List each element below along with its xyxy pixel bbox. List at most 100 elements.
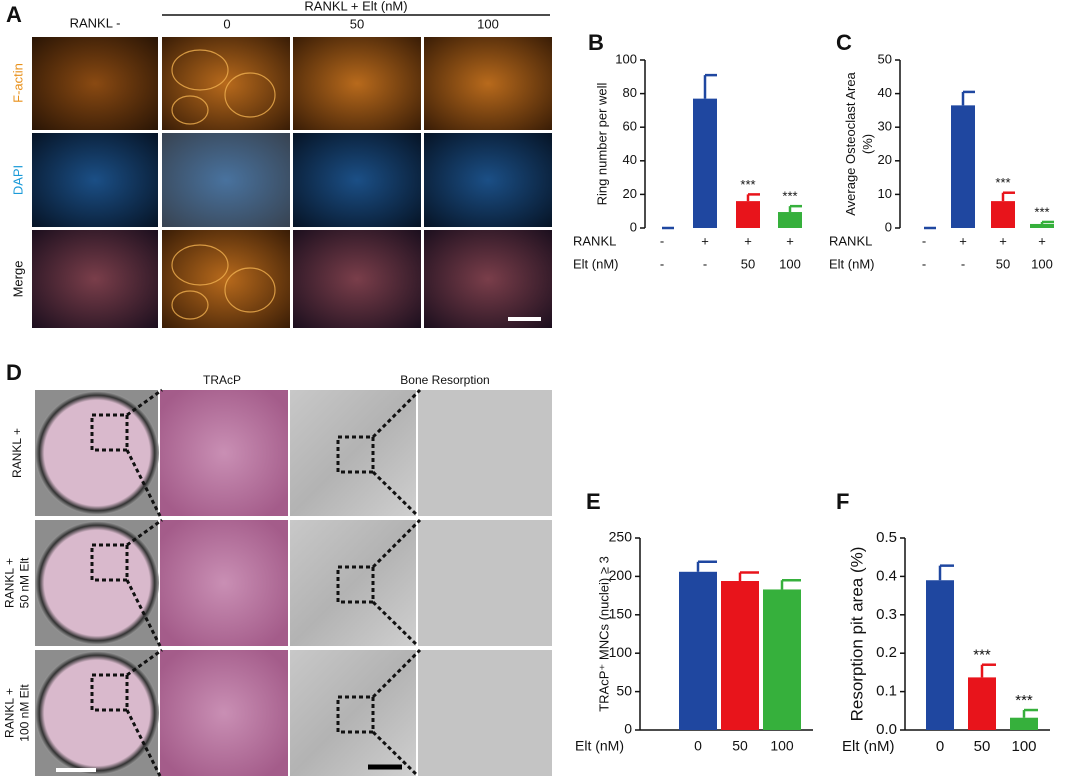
x-row-label: RANKL [573, 233, 616, 248]
y-tick-label: 0.5 [876, 529, 897, 546]
x-axis-label: Elt (nM) [842, 738, 895, 755]
bar [721, 581, 759, 730]
y-tick-label: 40 [878, 85, 892, 100]
micrograph [424, 230, 552, 328]
x-row-label: Elt (nM) [573, 256, 619, 271]
micrograph [293, 230, 421, 328]
y-tick-label: 50 [616, 682, 632, 698]
y-axis-label: Average Osteoclast Area [843, 71, 858, 215]
x-row-cell: + [959, 233, 967, 248]
row-label: DAPI [10, 165, 25, 195]
y-tick-label: 0.1 [876, 683, 897, 700]
y-tick-label: 20 [623, 186, 637, 201]
well-image [35, 391, 159, 515]
panel-label: C [836, 30, 852, 55]
bar [693, 98, 717, 228]
y-tick-label: 0.0 [876, 721, 897, 738]
panel-label: F [836, 489, 849, 514]
sem-image [418, 390, 552, 516]
y-axis-label: Resorption pit area (%) [847, 547, 866, 722]
micrograph [160, 390, 288, 516]
micrograph [32, 37, 158, 130]
bar [951, 105, 975, 228]
micrograph [32, 230, 158, 328]
y-tick-label: 60 [623, 119, 637, 134]
y-tick-label: 30 [878, 119, 892, 134]
panel-label: D [6, 360, 22, 385]
zoom-line [125, 449, 162, 517]
sem-image [290, 390, 416, 516]
x-tick-label: 0 [936, 738, 944, 755]
micrograph [424, 133, 552, 227]
significance-label: *** [1015, 692, 1033, 709]
micrograph [162, 133, 290, 227]
x-tick-label: 50 [732, 738, 748, 754]
bar [763, 589, 801, 730]
bar [968, 677, 996, 730]
micrograph-grid [32, 37, 552, 328]
panel-label: B [588, 30, 604, 55]
x-row-cell: + [744, 233, 752, 248]
column-header: TRAcP [203, 373, 241, 387]
x-tick-label: 100 [770, 738, 794, 754]
micrograph-row [33, 648, 554, 778]
y-tick-label: 0.4 [876, 567, 897, 584]
x-row-cell: - [703, 256, 707, 271]
bar [679, 571, 717, 730]
panel-label: E [586, 489, 601, 514]
bar [778, 212, 802, 228]
x-row-cell: - [660, 233, 664, 248]
y-tick-label: 50 [878, 51, 892, 66]
row-label: RANKL + [3, 688, 17, 738]
x-row-label: Elt (nM) [829, 256, 875, 271]
significance-label: *** [973, 647, 991, 664]
bar [991, 201, 1015, 228]
micrograph-row [33, 518, 554, 648]
y-tick-label: 100 [609, 644, 633, 660]
x-row-cell: 50 [996, 256, 1010, 271]
dose-label: 50 [350, 16, 364, 31]
micrograph-grid [33, 388, 554, 778]
zoom-box [336, 435, 375, 474]
row-label: F-actin [10, 63, 25, 103]
y-tick-label: 250 [609, 529, 633, 545]
x-tick-label: 50 [974, 738, 991, 755]
significance-label: *** [782, 189, 797, 204]
y-tick-label: 200 [609, 567, 633, 583]
column-header: RANKL - [70, 15, 121, 30]
y-axis-label: (%) [860, 134, 875, 154]
x-row-label: RANKL [829, 233, 872, 248]
dose-label: 0 [223, 16, 230, 31]
bar [736, 201, 760, 228]
y-axis-label: TRAcP⁺ MNCs (nuclei) ≥ 3 [596, 556, 611, 712]
significance-label: *** [1034, 204, 1049, 219]
x-row-cell: - [922, 256, 926, 271]
micrograph [32, 133, 158, 227]
y-tick-label: 80 [623, 85, 637, 100]
row-label: 100 nM Elt [18, 684, 32, 742]
y-tick-label: 150 [609, 606, 633, 622]
x-tick-label: 100 [1011, 738, 1036, 755]
y-tick-label: 10 [878, 186, 892, 201]
micrograph [293, 133, 421, 227]
x-row-cell: + [701, 233, 709, 248]
x-row-cell: 100 [1031, 256, 1053, 271]
significance-label: *** [740, 177, 755, 192]
bar [1010, 717, 1038, 730]
zoom-line [371, 470, 420, 518]
panel-label: A [6, 2, 22, 27]
y-tick-label: 0.2 [876, 644, 897, 661]
column-header: RANKL + Elt (nM) [304, 0, 407, 13]
micrograph [162, 37, 290, 130]
row-label: Merge [10, 261, 25, 298]
x-tick-label: 0 [694, 738, 702, 754]
row-label: RANKL + [10, 428, 24, 478]
x-row-cell: 100 [779, 256, 801, 271]
micrograph [424, 37, 552, 130]
x-row-cell: - [922, 233, 926, 248]
significance-label: *** [995, 175, 1010, 190]
y-tick-label: 0.3 [876, 606, 897, 623]
x-row-cell: + [1038, 233, 1046, 248]
